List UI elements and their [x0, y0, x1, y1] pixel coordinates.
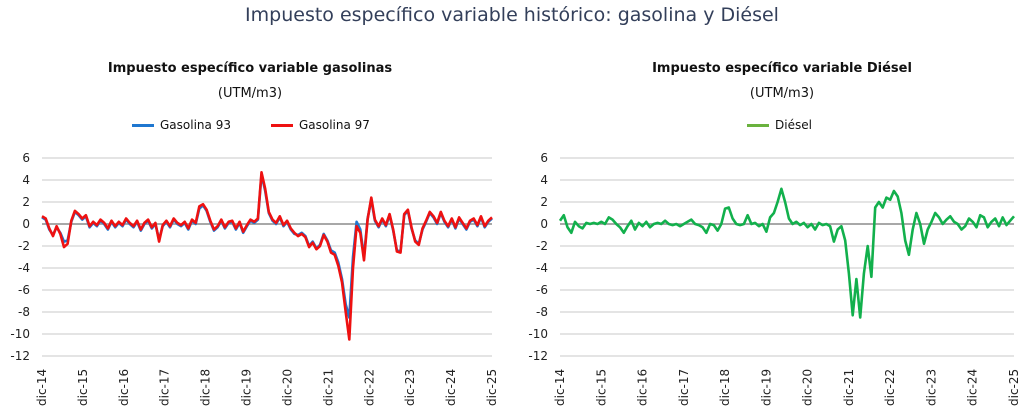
x-tick-label: dic-17 [158, 369, 172, 406]
x-tick-label: dic-23 [403, 369, 417, 406]
y-tick-label: -6 [18, 283, 30, 297]
chart-unit-gasolinas: (UTM/m3) [217, 86, 283, 101]
legend-label-gasolina-93: Gasolina 93 [160, 118, 231, 132]
y-tick-label: -4 [536, 261, 548, 275]
legend-swatch-gasolina-93 [132, 123, 154, 127]
y-tick-label: 6 [540, 151, 548, 165]
x-tick-label: dic-20 [801, 369, 815, 406]
x-tick-label: dic-21 [842, 369, 856, 406]
legend-label-diesel: Diésel [775, 118, 812, 132]
chart-gasolinas: 6 4 2 0 -2 -4 -6 -8 -10 -12 dic-14 dic-15 dic-16 dic-… [10, 151, 499, 406]
legend-gasolinas: Gasolina 93 Gasolina 97 [132, 118, 370, 132]
y-tick-label: -12 [528, 349, 548, 363]
y-tick-label: -10 [10, 327, 30, 341]
y-tick-label: 2 [540, 195, 548, 209]
y-tick-label: -4 [18, 261, 30, 275]
x-tick-label: dic-21 [321, 369, 335, 406]
x-tick-label: dic-25 [1007, 369, 1021, 406]
y-tick-label: -12 [10, 349, 30, 363]
legend-item-gasolina-97: Gasolina 97 [270, 118, 370, 132]
y-tick-label: -10 [528, 327, 548, 341]
y-tick-label: 4 [540, 173, 548, 187]
series-line-gasolina-97 [41, 171, 493, 341]
x-tick-label: dic-18 [199, 369, 213, 406]
x-tick-label: dic-15 [594, 369, 608, 406]
x-tick-label: dic-15 [76, 369, 90, 406]
x-tick-label: dic-16 [636, 369, 650, 406]
legend-swatch-gasolina-97 [270, 123, 293, 127]
y-tick-label: -8 [536, 305, 548, 319]
chart-unit-diesel: (UTM/m3) [749, 86, 815, 101]
y-tick-label: -2 [536, 239, 548, 253]
chart-title-diesel: Impuesto específico variable Diésel [652, 61, 912, 76]
y-tick-label: 6 [22, 151, 30, 165]
x-tick-label: dic-14 [35, 369, 49, 406]
legend-item-gasolina-93: Gasolina 93 [132, 118, 231, 132]
x-tick-label: dic-20 [280, 369, 294, 406]
y-tick-label: -8 [18, 305, 30, 319]
series-line-di-sel [558, 187, 1015, 319]
y-tick-label: 4 [22, 173, 30, 187]
chart-title-gasolinas: Impuesto específico variable gasolinas [107, 61, 393, 76]
x-tick-label: dic-14 [553, 369, 567, 406]
x-tick-label: dic-22 [362, 369, 376, 406]
y-tick-label: 2 [22, 195, 30, 209]
x-tick-label: dic-16 [117, 369, 131, 406]
y-tick-label: 0 [540, 217, 548, 231]
x-tick-label: dic-22 [883, 369, 897, 406]
x-tick-label: dic-25 [485, 369, 499, 406]
x-tick-label: dic-17 [677, 369, 691, 406]
x-tick-label: dic-24 [966, 369, 980, 406]
x-tick-label: dic-18 [718, 369, 732, 406]
y-tick-label: 0 [22, 217, 30, 231]
chart-diesel: 6 4 2 0 -2 -4 -6 -8 -10 -12 dic-14 dic-15 dic-16 dic-… [528, 151, 1021, 406]
legend-diesel: Diésel [747, 118, 812, 132]
legend-swatch-diesel [747, 123, 769, 127]
x-tick-label: dic-24 [444, 369, 458, 406]
legend-item-diesel: Diésel [747, 118, 812, 132]
y-tick-label: -2 [18, 239, 30, 253]
x-tick-label: dic-19 [759, 369, 773, 406]
y-tick-label: -6 [536, 283, 548, 297]
x-tick-label: dic-23 [924, 369, 938, 406]
page-title: Impuesto específico variable histórico: … [245, 4, 779, 26]
x-tick-label: dic-19 [240, 369, 254, 406]
legend-label-gasolina-97: Gasolina 97 [298, 118, 370, 132]
